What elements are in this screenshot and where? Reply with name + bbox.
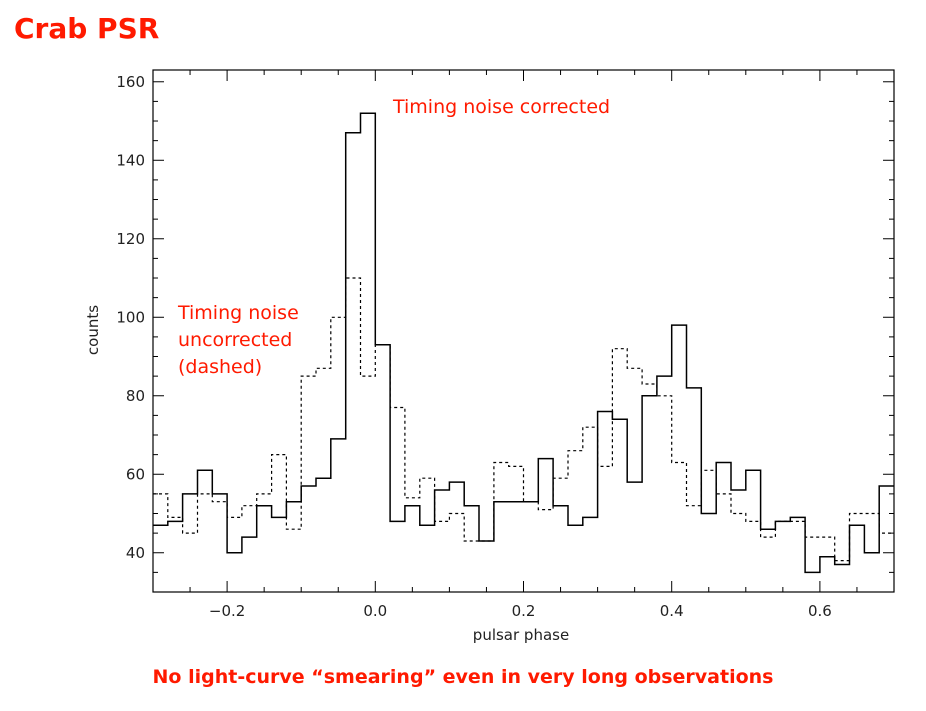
- y-tick-label: 60: [126, 465, 145, 483]
- x-axis-label: pulsar phase: [473, 626, 569, 644]
- y-tick-label: 100: [116, 308, 145, 326]
- tick-labels: −0.2 0.0 0.2 0.4 0.6 40 60 80 100 120 140 160: [116, 73, 831, 620]
- series-line-uncorrected: [153, 277, 894, 562]
- x-tick-label: 0.2: [512, 602, 536, 620]
- annotation-uncorrected-line-3: (dashed): [178, 356, 263, 378]
- x-tick-label: 0.0: [363, 602, 387, 620]
- y-tick-label: 80: [126, 387, 145, 405]
- x-tick-label: 0.4: [660, 602, 684, 620]
- annotation-uncorrected-line-1: Timing noise: [178, 302, 299, 324]
- annotation-corrected: Timing noise corrected: [393, 96, 611, 118]
- y-tick-label: 140: [116, 151, 145, 169]
- y-tick-label: 120: [116, 230, 145, 248]
- x-tick-label: −0.2: [209, 602, 245, 620]
- y-axis-label: counts: [84, 305, 102, 355]
- x-tick-label: 0.6: [808, 602, 832, 620]
- y-tick-label: 160: [116, 73, 145, 91]
- annotation-uncorrected: Timing noise uncorrected (dashed): [178, 300, 299, 381]
- series-layer: [153, 112, 894, 574]
- y-tick-label: 40: [126, 544, 145, 562]
- series-line-corrected: [153, 112, 894, 574]
- annotation-uncorrected-line-2: uncorrected: [178, 329, 293, 351]
- footer-caption: No light-curve “smearing” even in very l…: [152, 666, 774, 688]
- axis-ticks: [152, 70, 895, 592]
- page-title: Crab PSR: [14, 12, 160, 45]
